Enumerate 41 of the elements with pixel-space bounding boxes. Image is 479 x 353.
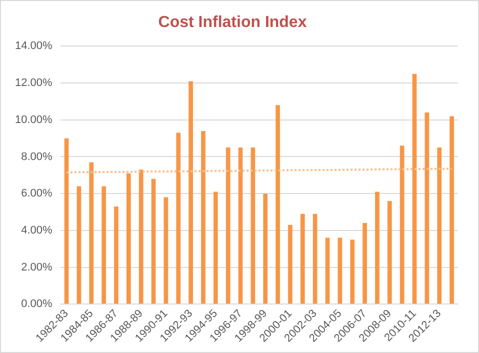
y-tick-label: 10.00% [14,114,53,126]
bar [213,192,218,304]
y-tick-label: 12.00% [14,77,53,90]
bar [114,206,118,304]
bar [450,116,454,304]
bar [362,223,367,304]
bar [126,173,131,304]
bar [238,148,243,304]
bar [312,214,318,304]
bar [437,148,442,304]
bar [151,178,156,304]
bar [387,200,392,304]
y-tick-label: 2.00% [21,261,53,274]
bar [300,214,305,304]
bar [288,224,292,304]
bar [188,81,193,304]
bar [276,105,280,304]
bar [226,148,230,304]
bar [412,74,417,304]
y-tick-label: 0.00% [21,298,53,310]
y-tick-label: 4.00% [21,224,53,236]
bar [250,148,256,304]
bar [102,186,106,304]
bar [424,112,430,304]
bar [76,186,82,304]
bar [325,238,330,304]
bar [89,162,94,304]
bar [64,138,69,304]
y-tick-label: 8.00% [21,150,53,163]
chart-title: Cost Inflation Index [158,14,307,32]
y-tick-label: 6.00% [21,188,53,200]
bar [138,170,144,304]
bar [375,192,380,304]
bar [263,194,268,304]
y-tick-label: 14.00% [14,40,53,52]
bar [400,146,404,304]
bar [201,130,206,304]
bar [350,240,355,304]
bar [164,197,168,304]
bar [176,132,181,304]
bar [338,238,342,304]
